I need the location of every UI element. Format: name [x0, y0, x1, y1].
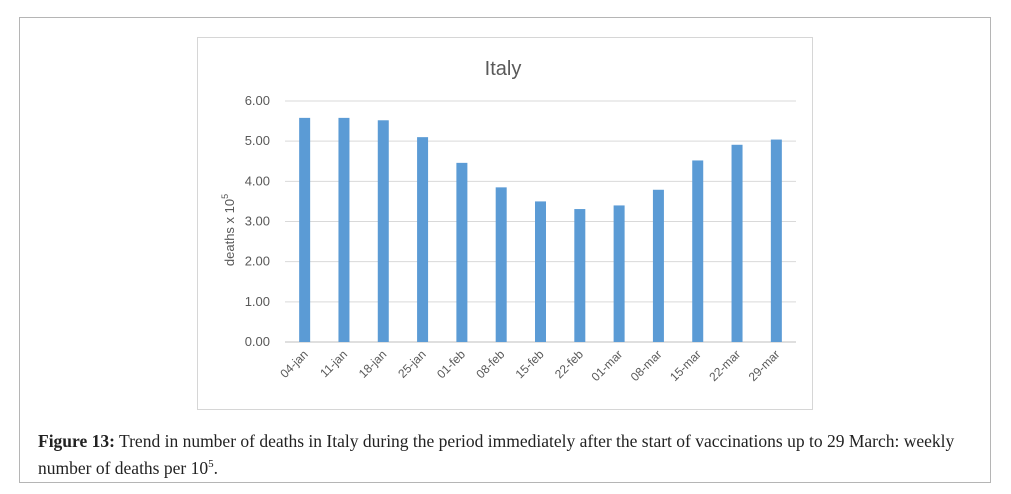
caption-superscript: 5 [208, 458, 214, 470]
bar-08-mar [652, 189, 664, 342]
bar-29-mar [770, 139, 782, 342]
grid-lines [285, 100, 796, 343]
x-tick-label: 22-mar [706, 347, 743, 384]
chart-title: Italy [485, 58, 522, 80]
bar-22-feb [574, 209, 586, 342]
y-tick-label: 6.00 [245, 93, 270, 108]
y-tick-labels: 0.00 1.00 2.00 3.00 4.00 5.00 6.00 [245, 93, 270, 349]
bar-25-jan [417, 137, 429, 342]
x-tick-label: 25-jan [395, 347, 428, 380]
chart-container: Italy 0.00 1.00 2.00 3.00 4.00 5.00 6.00 04-ja… [197, 37, 813, 410]
y-tick-label: 3.00 [245, 214, 270, 229]
figure-frame [19, 17, 991, 483]
bar-15-feb [535, 201, 546, 342]
bar-11-jan [338, 117, 350, 343]
caption-end: . [213, 457, 218, 478]
bar-01-mar [613, 205, 625, 342]
x-tick-label: 01-feb [434, 347, 468, 381]
y-tick-label: 4.00 [245, 173, 270, 188]
x-tick-label: 11-jan [317, 347, 350, 380]
x-tick-label: 15-mar [667, 347, 704, 384]
figure-caption: Figure 13: Trend in number of deaths in … [38, 430, 978, 480]
bars [299, 117, 782, 343]
caption-label: Figure 13: [38, 431, 115, 451]
x-tick-label: 18-jan [356, 347, 389, 380]
bar-01-feb [456, 162, 468, 342]
x-tick-label: 29-mar [746, 347, 783, 384]
x-tick-label: 01-mar [588, 347, 625, 384]
bar-15-mar [692, 160, 704, 342]
y-tick-label: 2.00 [245, 254, 270, 269]
bar-08-feb [495, 187, 507, 342]
bar-04-jan [299, 117, 311, 343]
x-tick-label: 08-feb [473, 347, 507, 381]
x-tick-label: 22-feb [552, 347, 586, 381]
y-axis-label: deaths x 105 [220, 194, 237, 266]
bar-chart: Italy 0.00 1.00 2.00 3.00 4.00 5.00 6.00 04-ja… [220, 58, 796, 384]
y-tick-label: 1.00 [245, 294, 270, 309]
x-tick-label: 15-feb [513, 347, 547, 381]
x-tick-label: 04-jan [277, 347, 310, 380]
x-tick-label: 08-mar [628, 347, 665, 384]
x-tick-labels: 04-jan 11-jan 18-jan 25-jan 01-feb 08-feb 15-f… [277, 347, 782, 384]
bar-18-jan [377, 120, 389, 342]
bar-22-mar [731, 144, 743, 342]
y-tick-label: 0.00 [245, 334, 270, 349]
y-tick-label: 5.00 [245, 133, 270, 148]
caption-text: Trend in number of deaths in Italy durin… [38, 431, 955, 478]
